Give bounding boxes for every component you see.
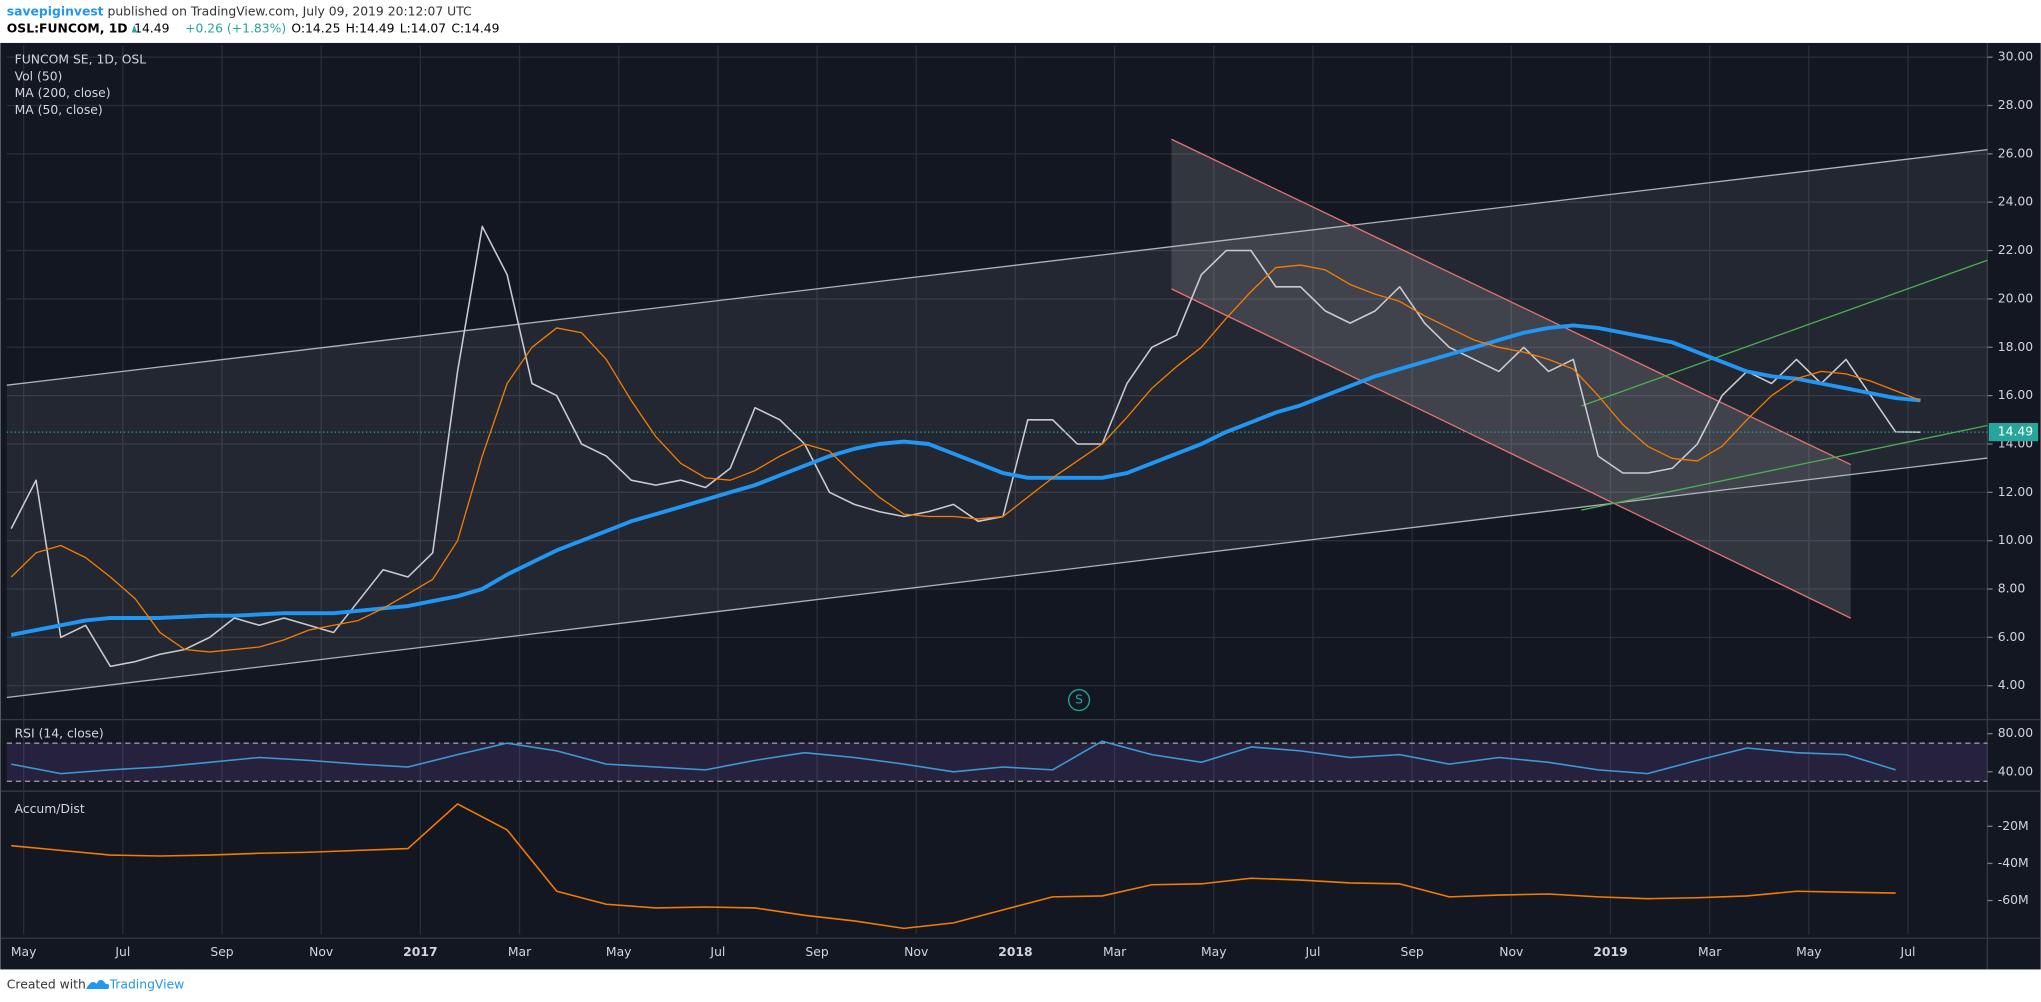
chart-title: FUNCOM SE, 1D, OSL	[15, 52, 147, 66]
last-price-label: 14.49	[1998, 425, 2033, 439]
x-tick-label: Mar	[1103, 945, 1127, 959]
header-line-2: OSL:FUNCOM, 1D 14.49 +0.26 (+1.83%) O:14.25…	[7, 21, 500, 35]
grid	[0, 42, 2041, 970]
data	[6, 225, 1988, 930]
x-tick-label: Nov	[904, 945, 928, 959]
x-tick-label: Mar	[508, 945, 532, 959]
ohlc: C:14.49	[451, 21, 499, 35]
chart-bg	[0, 42, 2041, 970]
y-tick-label: 6.00	[1998, 630, 2026, 644]
event-marker[interactable]	[1067, 689, 1091, 712]
drawings	[6, 138, 1988, 699]
pane-title: RSI (14, close)	[15, 726, 104, 740]
footer-bg	[0, 969, 2041, 1002]
x-tick-label: Mar	[1698, 945, 1722, 959]
x-tick-label: Sep	[1400, 945, 1423, 959]
y-tick-label: 20.00	[1998, 291, 2034, 305]
x-tick-label: May	[1201, 945, 1227, 959]
x-tick-label: 2019	[1593, 945, 1627, 959]
author[interactable]: savepiginvest	[7, 4, 104, 18]
x-tick-label: Jul	[114, 945, 130, 959]
x-tick-label: May	[606, 945, 632, 959]
x-tick-label: Nov	[1499, 945, 1523, 959]
legend-entry: MA (200, close)	[15, 86, 111, 100]
series-line	[10, 264, 1921, 653]
y-tick-label: -20M	[1998, 819, 2029, 833]
footer-text: Created with	[7, 978, 86, 992]
y-tick-label: 30.00	[1998, 50, 2034, 64]
symbol: OSL:FUNCOM, 1D	[7, 21, 128, 35]
legend-entry: MA (50, close)	[15, 103, 103, 117]
legend-entry: Vol (50)	[15, 69, 63, 83]
x-tick-label: Sep	[210, 945, 233, 959]
event-marker-label: S	[1075, 693, 1083, 707]
series-line	[10, 225, 1921, 668]
trend-line	[1581, 424, 1988, 511]
brand-logo	[86, 979, 110, 989]
change: +0.26 (+1.83%)	[185, 21, 286, 35]
header-line-1: savepiginvest published on TradingView.co…	[7, 4, 472, 18]
y-tick-label: -60M	[1998, 893, 2029, 907]
channel-line	[6, 457, 1988, 699]
x-tick-label: Jul	[1304, 945, 1320, 959]
ohlc: H:14.49	[346, 21, 395, 35]
ohlc: O:14.25	[291, 21, 340, 35]
y-tick-label: 12.00	[1998, 485, 2034, 499]
trend-line	[1581, 259, 1988, 407]
series-line	[11, 803, 1896, 930]
axes: May Jul Sep Nov 2017 Mar May Jul Sep Nov 2018 Mar Ma…	[11, 50, 2039, 959]
legend: FUNCOM SE, 1D, OSL Vol (50) MA (200, clo…	[15, 52, 147, 816]
down-channel-fill	[1171, 139, 1851, 619]
y-tick-label: -40M	[1998, 856, 2029, 870]
x-tick-label: 2018	[998, 945, 1032, 959]
y-tick-label: 18.00	[1998, 340, 2034, 354]
y-tick-label: 40.00	[1998, 764, 2034, 778]
last: 14.49	[134, 21, 169, 35]
y-tick-label: 22.00	[1998, 243, 2034, 257]
y-tick-label: 26.00	[1998, 146, 2034, 160]
y-tick-label: 10.00	[1998, 533, 2034, 547]
down-channel-line	[1171, 288, 1852, 619]
channel-line	[6, 149, 1988, 386]
x-tick-label: Jul	[709, 945, 725, 959]
series-line	[10, 323, 1921, 637]
x-tick-label: 2017	[403, 945, 437, 959]
x-tick-label: May	[1796, 945, 1822, 959]
up-arrow	[131, 24, 137, 33]
last-price-box	[1988, 423, 2039, 442]
series-line	[11, 740, 1896, 775]
y-tick-label: 16.00	[1998, 388, 2034, 402]
down-channel-line	[1171, 138, 1852, 466]
x-tick-label: Sep	[805, 945, 828, 959]
y-tick-label: 80.00	[1998, 726, 2034, 740]
x-tick-label: May	[11, 945, 37, 959]
ohlc: L:14.07	[400, 21, 446, 35]
channel-fill	[6, 149, 1988, 698]
x-tick-label: Nov	[309, 945, 333, 959]
y-tick-label: 24.00	[1998, 195, 2034, 209]
y-tick-label: 4.00	[1998, 678, 2026, 692]
x-tick-label: Jul	[1900, 945, 1916, 959]
y-tick-label: 8.00	[1998, 582, 2026, 596]
published: published on TradingView.com, July 09, 2…	[108, 4, 472, 18]
pane-title: Accum/Dist	[15, 802, 85, 816]
footer-brand[interactable]: TradingView	[109, 978, 185, 992]
y-tick-label: 28.00	[1998, 98, 2034, 112]
